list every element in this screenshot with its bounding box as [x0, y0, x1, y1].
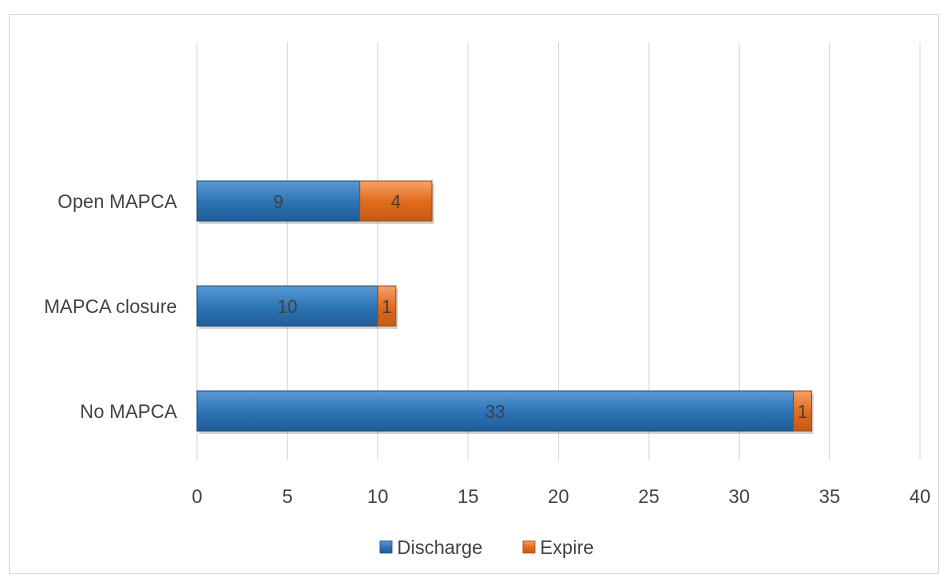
- bar-discharge-0: [196, 180, 361, 222]
- legend-label-discharge: Discharge: [397, 538, 483, 559]
- bar-expire-1: [377, 285, 397, 327]
- x-tick-label-15: 15: [458, 487, 479, 508]
- category-labels: Open MAPCA MAPCA closure No MAPCA: [44, 192, 177, 423]
- x-tick-label-20: 20: [548, 487, 569, 508]
- x-tick-label-10: 10: [367, 487, 388, 508]
- legend-swatch-discharge: [379, 540, 393, 554]
- data-label: 1: [382, 297, 392, 317]
- category-label: No MAPCA: [80, 402, 177, 423]
- data-label: 33: [485, 402, 505, 422]
- bars: 9 4 10 1 33 1: [196, 180, 814, 434]
- x-tick-label-30: 30: [729, 487, 750, 508]
- legend-swatch-expire: [522, 540, 536, 554]
- x-tick-label-40: 40: [909, 487, 930, 508]
- data-label: 4: [391, 192, 401, 212]
- x-tick-label-35: 35: [819, 487, 840, 508]
- gridlines: [196, 42, 921, 460]
- data-label: 10: [277, 297, 297, 317]
- legend-label-expire: Expire: [540, 538, 594, 559]
- x-axis-tick-labels: 0 5 10 15 20 25 30 35 40: [192, 487, 931, 508]
- x-tick-label-5: 5: [282, 487, 293, 508]
- bar-discharge-1: [196, 285, 379, 327]
- category-label: Open MAPCA: [58, 192, 178, 213]
- data-label: 9: [273, 192, 283, 212]
- x-tick-label-25: 25: [638, 487, 659, 508]
- bar-expire-0: [359, 180, 433, 222]
- bar-discharge-2: [196, 390, 794, 432]
- legend: Discharge Expire: [379, 538, 594, 559]
- x-tick-label-0: 0: [192, 487, 203, 508]
- category-label: MAPCA closure: [44, 297, 177, 318]
- bar-expire-2: [792, 390, 813, 432]
- chart-frame: [9, 14, 939, 574]
- data-label: 1: [798, 402, 808, 422]
